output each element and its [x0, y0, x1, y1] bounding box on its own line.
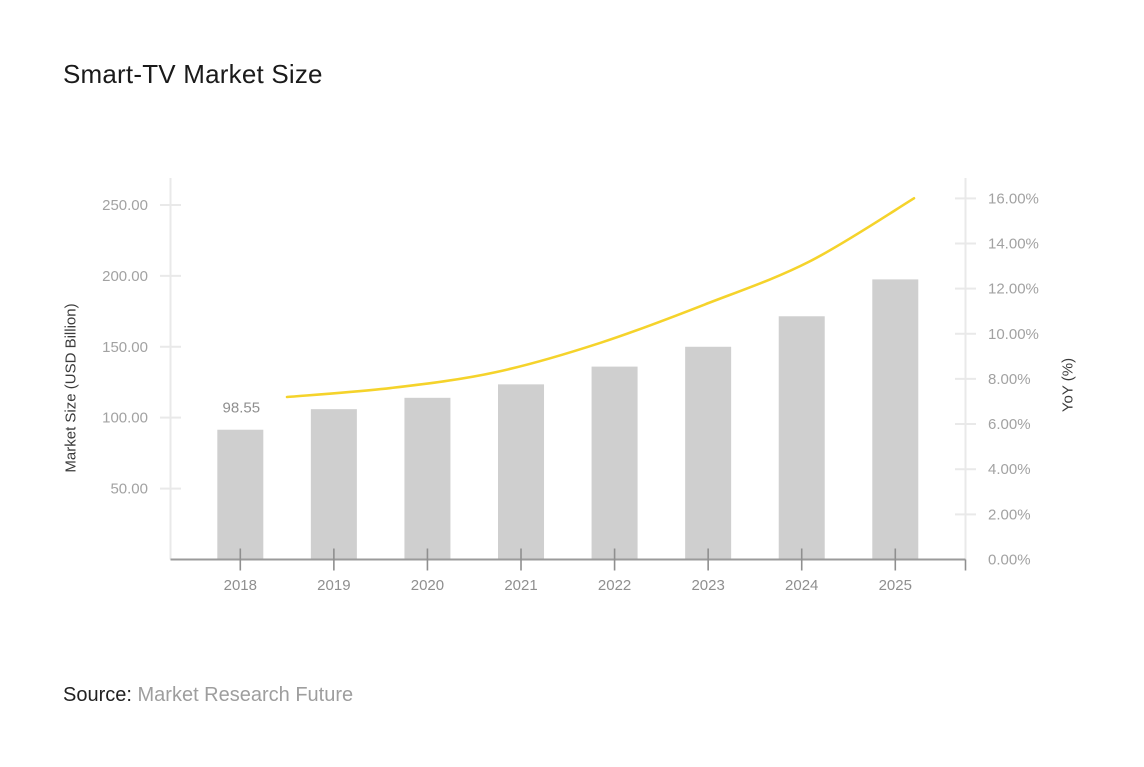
right-axis-tick-label: 8.00%	[988, 371, 1031, 388]
bar-2022	[591, 366, 638, 560]
bar-2019	[310, 409, 357, 560]
yoy-trend-line	[285, 197, 916, 399]
right-axis-tick-label: 12.00%	[988, 281, 1039, 298]
bar-2020	[404, 397, 451, 560]
right-axis-tick-label: 10.00%	[988, 326, 1039, 343]
right-axis-tick-label: 2.00%	[988, 506, 1031, 523]
x-axis-label-2022: 2022	[598, 577, 631, 594]
x-axis-label-2020: 2020	[411, 577, 444, 594]
x-axis-label-2021: 2021	[504, 577, 537, 594]
left-axis-tick-label: 150.00	[102, 339, 148, 356]
x-axis-label-2024: 2024	[785, 577, 818, 594]
bar-2021	[498, 384, 545, 560]
x-axis-label-2018: 2018	[224, 577, 257, 594]
bar-2024	[778, 316, 825, 560]
left-axis-tick-label: 100.00	[102, 410, 148, 427]
x-axis-label-2023: 2023	[691, 577, 724, 594]
source-label: Source:	[63, 684, 132, 706]
bar-2025	[872, 279, 919, 560]
right-axis-tick-label: 16.00%	[988, 190, 1039, 207]
left-axis-tick-label: 50.00	[110, 481, 148, 498]
bar-data-label: 98.55	[223, 400, 261, 417]
source-line: Source: Market Research Future	[63, 682, 353, 708]
bar-2023	[685, 346, 732, 560]
x-axis-label-2025: 2025	[879, 577, 912, 594]
left-axis-tick-label: 200.00	[102, 268, 148, 285]
right-axis-tick-label: 6.00%	[988, 416, 1031, 433]
right-axis-tick-label: 0.00%	[988, 552, 1031, 569]
left-axis-tick-label: 250.00	[102, 197, 148, 214]
x-axis-label-2019: 2019	[317, 577, 350, 594]
right-axis-tick-label: 14.00%	[988, 235, 1039, 252]
bar-2018	[217, 429, 264, 560]
right-axis-tick-label: 4.00%	[988, 461, 1031, 478]
source-value: Market Research Future	[137, 684, 354, 706]
chart-title: Smart-TV Market Size	[63, 59, 323, 89]
